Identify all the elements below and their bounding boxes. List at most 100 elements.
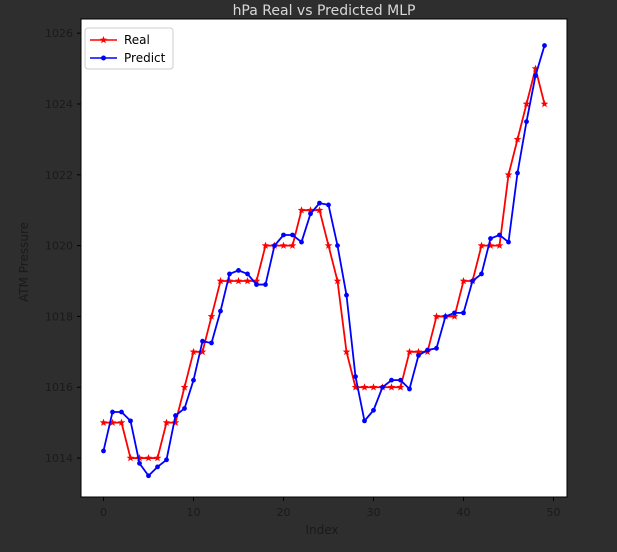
data-point-predict [470,278,475,284]
y-tick-label: 1022 [45,169,73,182]
data-point-real [315,206,324,214]
data-point-real [360,383,369,391]
data-point-real [135,454,144,462]
data-point-predict [326,202,331,208]
x-axis-ticks: 0 10 20 30 40 50 [100,497,561,519]
data-point-real [405,347,414,356]
data-point-real [495,241,504,249]
data-point-real [288,241,297,249]
x-axis-label: Index [305,523,338,537]
data-point-real [522,99,531,108]
data-point-real [171,418,180,426]
data-point-predict [398,377,403,383]
data-point-predict [479,271,484,277]
data-point-predict [173,413,178,418]
data-point-predict [119,409,124,415]
data-point-predict [434,345,439,351]
data-point-predict [182,406,187,411]
data-point-predict [317,200,322,206]
data-point-predict [164,457,169,463]
x-tick-label: 50 [547,506,561,519]
data-point-predict [137,460,142,466]
data-point-predict [452,310,457,316]
x-tick-label: 0 [100,506,107,519]
legend-real-marker [99,36,108,44]
data-point-predict [533,73,538,79]
data-point-real [351,383,360,391]
data-point-real [297,206,306,214]
data-point-predict [335,243,340,249]
data-point-real [324,241,333,249]
data-point-real [162,418,171,426]
data-point-real [126,454,135,462]
data-point-predict [299,239,304,245]
data-point-predict [371,407,376,413]
legend: Real Predict [84,27,174,70]
data-point-predict [542,43,547,48]
data-point-predict [281,232,286,238]
data-point-predict [461,310,466,316]
y-tick-label: 1014 [45,452,73,465]
data-point-predict [389,377,394,383]
y-axis-ticks: 1014 1016 1018 1020 1022 1024 1026 [45,27,81,465]
data-point-real [396,383,405,391]
y-tick-label: 1016 [45,381,73,394]
data-point-real [306,206,315,214]
data-point-real [243,277,252,285]
x-tick-label: 40 [457,506,471,519]
data-point-predict [443,314,448,319]
data-point-real [432,312,441,320]
data-point-predict [515,170,520,176]
legend-predict-marker [101,55,106,61]
data-point-predict [245,271,250,277]
data-point-real [333,277,342,285]
data-point-real [144,454,153,462]
data-point-predict [506,239,511,245]
legend-real-label: Real [124,33,150,47]
data-point-predict [254,282,259,287]
data-point-predict [272,243,277,249]
data-point-predict [200,338,205,344]
data-point-predict [362,418,367,424]
data-point-predict [488,236,493,241]
data-point-real [234,277,243,285]
data-point-predict [380,384,385,390]
y-tick-label: 1024 [45,98,73,111]
data-point-real [513,135,522,143]
data-point-predict [191,377,196,383]
data-point-predict [425,347,430,353]
data-point-real [279,241,288,249]
data-point-real [189,347,198,356]
data-point-predict [101,448,106,454]
data-point-real [342,347,351,356]
y-axis-label: ATM Pressure [17,222,31,302]
data-point-predict [524,119,529,125]
data-point-real [540,99,549,108]
data-point-real [216,277,225,285]
data-point-predict [407,386,412,392]
data-point-predict [497,232,502,238]
data-point-real [414,347,423,356]
data-point-predict [209,340,214,346]
data-point-real [450,312,459,320]
data-point-real [486,241,495,249]
data-point-real [99,418,108,426]
data-point-real [531,64,540,72]
data-point-real [117,418,126,426]
data-point-real [153,454,162,462]
legend-predict-label: Predict [124,51,166,65]
data-point-predict [110,409,115,415]
data-point-predict [308,211,313,217]
data-point-real [387,383,396,391]
plot-area [80,18,568,498]
y-tick-label: 1020 [45,240,73,253]
data-point-real [180,383,189,391]
data-point-predict [155,464,160,470]
chart-title: hPa Real vs Predicted MLP [233,3,416,19]
series-layer [99,43,549,479]
data-point-real [225,277,234,285]
data-point-predict [353,374,358,380]
data-point-real [198,347,207,356]
data-point-predict [290,232,295,238]
y-tick-label: 1018 [45,310,73,323]
